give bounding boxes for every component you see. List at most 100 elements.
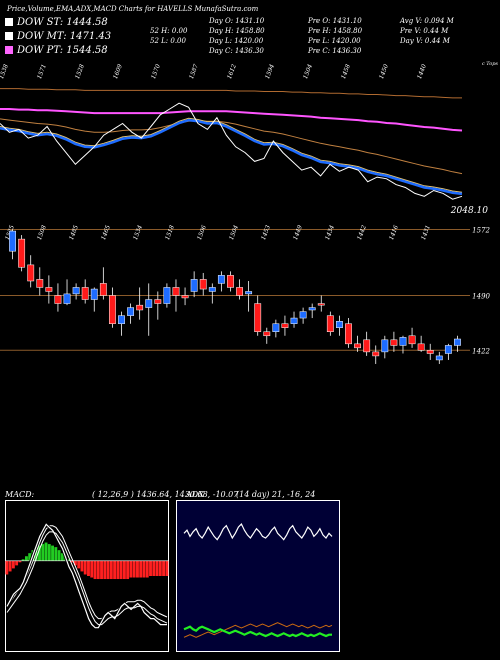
ema-long-line — [0, 108, 463, 132]
candle-body — [199, 279, 207, 290]
macd-histogram-bar — [100, 560, 103, 580]
candle-top-label: 1416 — [388, 224, 400, 241]
stats-day-volume: Day V: 0.44 M — [400, 37, 450, 45]
macd-histogram-bar — [77, 560, 81, 569]
stats-col-volume: Avg V: 0.094 M Pre V: 0.44 M Day V: 0.44… — [400, 16, 454, 46]
macd-histogram-bar — [116, 560, 120, 580]
candle-top-label: 1485 — [68, 224, 80, 241]
candle-body — [190, 279, 198, 292]
macd-histogram-bar — [136, 560, 139, 578]
macd-signal-line — [6, 531, 168, 626]
legend-dow-st: DOW ST: 1444.58 — [5, 17, 108, 28]
candle-body — [372, 351, 380, 357]
macd-histogram-bar — [129, 560, 133, 578]
candle-body — [236, 287, 243, 296]
stats-col-52w: 52 H: 0.00 52 L: 0.00 — [150, 16, 187, 46]
macd-histogram-bar — [152, 560, 156, 576]
candle-body — [54, 295, 62, 304]
macd-histogram-bar — [73, 560, 77, 566]
candle-top-label: 1508 — [36, 224, 48, 241]
stats-pre-high: Pre H: 1458.80 — [308, 27, 363, 35]
macd-histogram-bar — [44, 542, 48, 561]
candle-body — [163, 287, 171, 304]
candle-body — [435, 355, 443, 361]
candle-body — [227, 275, 234, 288]
macd-histogram-bar — [38, 545, 41, 561]
candle-top-label: 1434 — [324, 224, 336, 241]
candle-body — [99, 283, 107, 296]
candle-body — [9, 230, 16, 252]
candle-body — [118, 315, 125, 324]
ema-top-label: 1570 — [150, 63, 162, 80]
macd-histogram-bar — [18, 560, 22, 563]
candle-body — [181, 295, 189, 299]
candle-body — [417, 343, 425, 351]
candle-top-label: 1431 — [420, 224, 432, 241]
candle-body — [326, 315, 334, 332]
macd-histogram-bar — [11, 560, 15, 569]
macd-histogram-bar — [41, 544, 45, 561]
candle-body — [217, 275, 225, 284]
macd-histogram-bar — [132, 560, 136, 578]
macd-histogram-bar — [47, 544, 51, 561]
ema-corner-label: c Tops — [482, 61, 499, 67]
macd-histogram-bar — [8, 560, 12, 572]
stats-blank — [150, 16, 187, 26]
stats-pre-open: Pre O: 1431.10 — [308, 17, 362, 25]
macd-histogram-bar — [24, 556, 28, 561]
legend-swatch-pt — [5, 46, 13, 54]
macd-histogram-bar — [57, 550, 61, 561]
candle-body — [335, 321, 343, 328]
macd-histogram-bar — [149, 560, 152, 576]
candle-y-tick-label: 1490 — [472, 293, 490, 301]
macd-histogram-bar — [34, 547, 38, 561]
stats-col-day: Day O: 1431.10 Day H: 1458.80 Day L: 142… — [209, 16, 265, 56]
macd-histogram-bar — [155, 560, 159, 576]
macd-title: MACD: — [5, 490, 35, 499]
legend-dow-mt: DOW MT: 1471.43 — [5, 31, 111, 42]
chart-header-title: Price,Volume,EMA,ADX,MACD Charts for HAV… — [7, 5, 259, 13]
legend-swatch-st — [5, 18, 13, 26]
macd-histogram-bar — [106, 560, 110, 580]
macd-histogram-bar — [103, 560, 107, 580]
candle-body — [390, 339, 398, 346]
candle-body — [345, 323, 352, 345]
candle-body — [90, 288, 98, 300]
ema-top-label: 1609 — [112, 63, 124, 80]
candle-body — [254, 303, 262, 333]
ema-short-line — [0, 117, 463, 193]
ema-top-label: 1538 — [0, 63, 10, 80]
ema-top-label: 1528 — [74, 63, 86, 80]
candle-top-label: 1518 — [164, 224, 176, 241]
candle-body — [263, 331, 271, 337]
candle-body — [363, 339, 371, 353]
adx-line — [183, 522, 333, 541]
stats-avg-volume: Avg V: 0.094 M — [400, 17, 454, 25]
macd-histogram-bar — [126, 560, 130, 580]
candle-top-label: 1449 — [292, 224, 304, 241]
macd-histogram-bar — [28, 553, 32, 561]
macd-histogram-bar — [96, 560, 100, 580]
candle-y-tick-label: 1572 — [472, 226, 490, 234]
candle-top-label: 1465 — [100, 224, 112, 241]
candle-body — [136, 304, 144, 311]
ema-top-label: 1594 — [264, 63, 276, 80]
candle-top-label: 1453 — [260, 224, 272, 241]
legend-label-mt: DOW MT: 1471.43 — [17, 31, 112, 42]
macd-histogram-bar — [83, 560, 87, 575]
candle-body — [454, 338, 461, 346]
ema-mid-line — [0, 118, 463, 175]
price-ema-chart: 1538 1571 1528 1609 1570 1587 1612 1594 1504 1458… — [0, 61, 499, 216]
macd-histogram-bar — [70, 560, 74, 563]
candle-body — [208, 287, 216, 292]
macd-histogram-bar — [158, 560, 162, 576]
stats-day-high: Day H: 1458.80 — [209, 27, 265, 35]
candle-top-label: 1534 — [132, 224, 144, 241]
candle-body — [245, 291, 253, 295]
stats-pre-volume: Pre V: 0.44 M — [400, 27, 449, 35]
macd-histogram-bar — [122, 560, 126, 580]
ema-top-label: 1504 — [302, 63, 314, 80]
macd-histogram-bar — [87, 560, 90, 576]
candle-body — [127, 307, 135, 316]
candle-body — [399, 337, 407, 346]
